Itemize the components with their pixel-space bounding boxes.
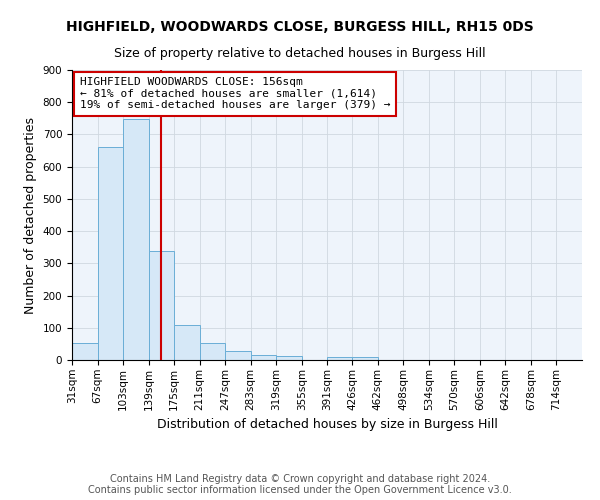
X-axis label: Distribution of detached houses by size in Burgess Hill: Distribution of detached houses by size … [157, 418, 497, 431]
Text: HIGHFIELD, WOODWARDS CLOSE, BURGESS HILL, RH15 0DS: HIGHFIELD, WOODWARDS CLOSE, BURGESS HILL… [66, 20, 534, 34]
Bar [352, 358, 378, 360]
Bar [123, 119, 149, 360]
Bar [225, 352, 251, 360]
Bar [174, 325, 200, 360]
Text: Contains HM Land Registry data © Crown copyright and database right 2024.: Contains HM Land Registry data © Crown c… [110, 474, 490, 484]
Bar [276, 356, 302, 360]
Bar [251, 355, 276, 360]
Bar [98, 148, 123, 360]
Text: Contains public sector information licensed under the Open Government Licence v3: Contains public sector information licen… [88, 485, 512, 495]
Bar [72, 343, 98, 360]
Bar [149, 251, 174, 360]
Text: HIGHFIELD WOODWARDS CLOSE: 156sqm
← 81% of detached houses are smaller (1,614)
1: HIGHFIELD WOODWARDS CLOSE: 156sqm ← 81% … [80, 77, 390, 110]
Bar [328, 358, 353, 360]
Y-axis label: Number of detached properties: Number of detached properties [24, 116, 37, 314]
Bar [200, 343, 225, 360]
Text: Size of property relative to detached houses in Burgess Hill: Size of property relative to detached ho… [114, 48, 486, 60]
